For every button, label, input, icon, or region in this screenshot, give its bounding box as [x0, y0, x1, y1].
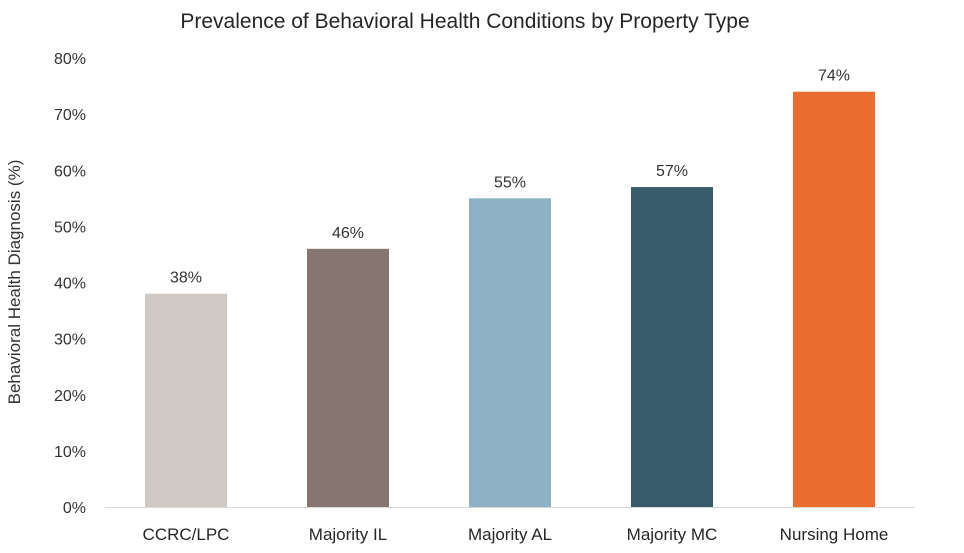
y-tick-label: 0%	[63, 500, 86, 517]
bars: 38% 46% 55% 57% 74%	[145, 68, 875, 508]
data-label: 74%	[818, 68, 850, 85]
y-tick-label: 60%	[54, 163, 86, 180]
y-tick-label: 30%	[54, 332, 86, 349]
bar	[469, 198, 551, 507]
y-tick-label: 80%	[54, 51, 86, 68]
y-tick-label: 20%	[54, 388, 86, 405]
bar	[307, 248, 389, 507]
data-label: 38%	[170, 270, 202, 287]
x-tick-label: Majority AL	[468, 525, 552, 544]
bar	[793, 91, 875, 508]
y-tick-label: 70%	[54, 107, 86, 124]
x-axis-ticks: CCRC/LPC Majority IL Majority AL Majority M…	[143, 525, 889, 544]
x-tick-label: Majority IL	[309, 525, 387, 544]
data-label: 55%	[494, 174, 526, 191]
x-tick-label: CCRC/LPC	[143, 525, 230, 544]
x-tick-label: Majority MC	[627, 525, 718, 544]
y-tick-label: 40%	[54, 276, 86, 293]
bar	[631, 187, 713, 507]
data-label: 57%	[656, 163, 688, 180]
y-axis-title: Behavioral Health Diagnosis (%)	[5, 160, 24, 405]
bar	[145, 293, 227, 507]
y-tick-label: 10%	[54, 444, 86, 461]
chart-title: Prevalence of Behavioral Health Conditio…	[180, 10, 749, 33]
y-axis-ticks: 0% 10% 20% 30% 40% 50% 60% 70% 80%	[54, 51, 86, 517]
x-tick-label: Nursing Home	[780, 525, 889, 544]
y-tick-label: 50%	[54, 219, 86, 236]
data-label: 46%	[332, 225, 364, 242]
